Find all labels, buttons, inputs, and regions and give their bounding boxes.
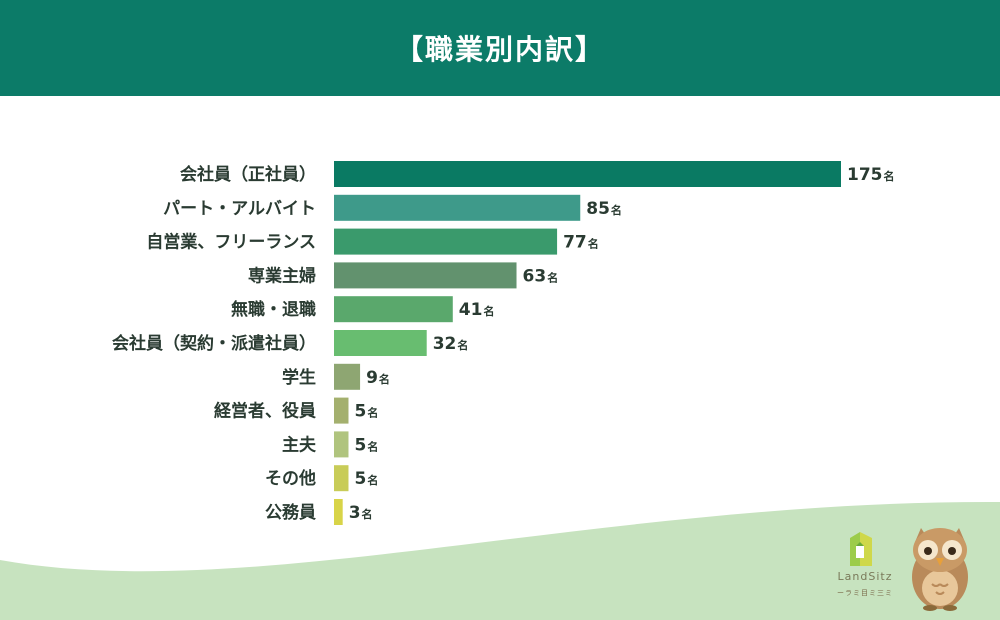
bar: [334, 397, 349, 424]
value-label: 32名: [433, 334, 469, 354]
bar: [334, 431, 349, 458]
house-logo-icon: [850, 532, 872, 566]
category-label: 経営者、役員: [214, 401, 316, 422]
bar: [334, 330, 427, 356]
bar: [334, 499, 343, 525]
category-label: 専業主婦: [248, 265, 316, 286]
logo-text: LandSitz: [837, 570, 893, 583]
landsitz-logo: LandSitz ーラミ目ミ三ミ: [820, 528, 910, 608]
value-label: 5名: [354, 402, 378, 422]
category-label: その他: [265, 468, 316, 489]
bar: [334, 296, 453, 323]
page-title: 【職業別内訳】: [394, 33, 605, 66]
category-label: 学生: [282, 367, 316, 388]
category-label: 公務員: [265, 502, 316, 523]
bar: [334, 194, 581, 221]
bar: [334, 363, 361, 390]
bar: [334, 161, 841, 187]
category-label: 自営業、フリーランス: [146, 232, 316, 253]
category-label: 主夫: [282, 434, 317, 455]
logo-subtext: ーラミ目ミ三ミ: [837, 589, 893, 597]
bar: [334, 228, 558, 255]
category-label: 会社員（正社員）: [180, 164, 316, 185]
owl-mascot-icon: [912, 528, 968, 611]
value-label: 3名: [349, 503, 373, 523]
value-label: 9名: [366, 368, 390, 388]
category-label: パート・アルバイト: [163, 199, 316, 219]
value-label: 175名: [847, 165, 895, 185]
bar: [334, 262, 517, 289]
category-label: 会社員（契約・派遣社員）: [112, 333, 316, 354]
value-label: 85名: [586, 199, 622, 219]
value-label: 77名: [563, 233, 599, 253]
bar: [334, 465, 349, 492]
value-label: 63名: [523, 266, 559, 286]
category-label: 無職・退職: [231, 299, 316, 320]
value-label: 5名: [354, 469, 378, 489]
header-banner: 【職業別内訳】: [0, 0, 1000, 96]
value-label: 5名: [354, 435, 378, 455]
value-label: 41名: [459, 300, 495, 320]
decorative-wave: [0, 501, 1000, 620]
